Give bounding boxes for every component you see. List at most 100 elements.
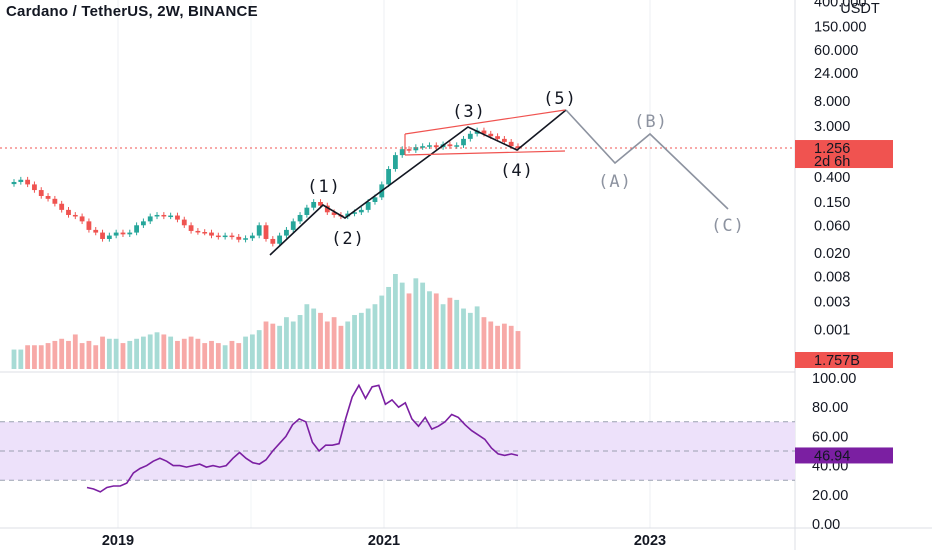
candle-body xyxy=(113,232,119,236)
candle-body xyxy=(386,168,391,185)
time-tick-label: 2023 xyxy=(634,533,666,549)
candle-body xyxy=(161,214,167,217)
candle-body xyxy=(222,235,228,238)
candle-body xyxy=(331,212,337,215)
candle-body xyxy=(256,225,262,236)
candle-body xyxy=(393,155,398,169)
volume-bar xyxy=(508,325,514,369)
volume-bar xyxy=(236,343,242,369)
corrective-wave-path xyxy=(565,109,729,210)
volume-bar xyxy=(433,293,439,369)
candle-body xyxy=(86,221,92,230)
rsi-current-label: 46.94 xyxy=(814,448,850,464)
candle-pane xyxy=(11,127,521,247)
volume-bar xyxy=(515,331,521,369)
wave-label: (C) xyxy=(711,216,745,236)
candle-body xyxy=(290,221,296,230)
volume-bar xyxy=(134,338,139,369)
candle-body xyxy=(195,230,201,233)
volume-bar xyxy=(297,315,303,369)
price-tick-label: 24.000 xyxy=(814,66,858,82)
candle-body xyxy=(181,219,187,226)
volume-bar xyxy=(495,325,500,369)
wave-label: (4) xyxy=(500,161,534,181)
candle-body xyxy=(263,225,269,239)
candle-body xyxy=(66,209,71,215)
volume-bar xyxy=(501,323,507,369)
candle-body xyxy=(52,198,58,204)
time-tick-label: 2021 xyxy=(368,533,400,549)
volume-bar xyxy=(461,308,466,369)
candle-body xyxy=(495,136,500,139)
price-tick-label: 0.003 xyxy=(814,294,850,310)
volume-bar xyxy=(45,343,51,369)
price-tick-label: 0.020 xyxy=(814,246,850,262)
volume-bar xyxy=(358,312,364,369)
volume-bar xyxy=(249,334,255,369)
candle-body xyxy=(461,138,466,146)
volume-bar xyxy=(106,338,112,369)
volume-bar xyxy=(168,336,174,369)
candle-body xyxy=(365,202,371,210)
volume-bar xyxy=(311,308,317,369)
candle-body xyxy=(209,232,214,236)
volume-bar xyxy=(161,334,167,369)
volume-bar xyxy=(181,338,187,369)
volume-bar xyxy=(209,340,214,369)
price-tick-label: 400.000 xyxy=(814,0,866,11)
volume-bar xyxy=(393,274,398,369)
volume-bar xyxy=(488,321,494,369)
candle-body xyxy=(215,235,221,238)
candle-body xyxy=(508,141,514,147)
volume-bar xyxy=(141,336,146,369)
volume-bar xyxy=(113,338,119,369)
candle-body xyxy=(284,229,289,236)
wedge-lower-line xyxy=(404,150,566,156)
volume-bar xyxy=(345,321,351,369)
wave-label: (A) xyxy=(598,172,632,192)
wave-label: (2) xyxy=(331,229,365,249)
wave-overlay: (1) (2) (3) (4) (5) (A) (B) (C) xyxy=(0,89,795,256)
volume-bar xyxy=(413,278,419,369)
rsi-tick-label: 80.00 xyxy=(812,400,848,416)
candle-body xyxy=(38,190,44,196)
candle-body xyxy=(32,184,37,191)
candle-body xyxy=(154,214,160,217)
candle-body xyxy=(141,221,146,226)
time-axis: 2019 2021 2023 xyxy=(102,533,666,549)
candle-body xyxy=(324,205,330,213)
candle-body xyxy=(277,235,283,244)
candle-body xyxy=(447,144,453,147)
axis-unit-bg xyxy=(812,0,908,18)
wave-label: (5) xyxy=(543,89,577,109)
volume-bar xyxy=(318,312,323,369)
candle-body xyxy=(467,133,473,139)
volume-bar xyxy=(386,286,391,369)
volume-bar xyxy=(277,325,283,369)
volume-bar xyxy=(290,321,296,369)
candle-body xyxy=(481,130,487,134)
volume-bar xyxy=(427,291,432,369)
volume-bar xyxy=(467,312,473,369)
volume-bar xyxy=(352,315,357,369)
candle-body xyxy=(79,216,85,222)
volume-bar xyxy=(440,304,446,369)
candle-body xyxy=(93,229,99,233)
candle-body xyxy=(243,238,248,240)
price-tick-label: 0.008 xyxy=(814,269,850,285)
candle-body xyxy=(236,236,242,240)
candle-body xyxy=(147,216,153,222)
volume-bar xyxy=(59,338,65,369)
volume-bar xyxy=(32,345,37,369)
volume-bar xyxy=(372,304,378,369)
candle-body xyxy=(454,145,460,147)
candle-body xyxy=(399,149,405,156)
volume-bar xyxy=(263,321,269,369)
volume-bar xyxy=(72,334,78,369)
countdown-label: 2d 6h xyxy=(814,154,850,170)
candle-body xyxy=(372,197,378,202)
price-tick-label: 0.400 xyxy=(814,170,850,186)
volume-bar xyxy=(215,343,221,369)
price-tick-label: 8.000 xyxy=(814,94,850,110)
